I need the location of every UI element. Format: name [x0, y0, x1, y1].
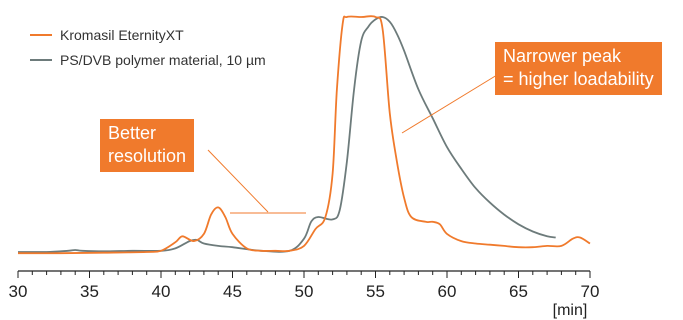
callout-better-resolution-line-1: Better	[108, 123, 157, 143]
callout-better-resolution: Better resolution	[100, 119, 195, 172]
x-tick-label: 60	[438, 282, 457, 301]
callout-narrower-peak-line-1: Narrower peak	[503, 46, 622, 66]
callout-better-resolution-line-2: resolution	[108, 146, 187, 166]
x-tick-label: 30	[9, 282, 28, 301]
series-layer	[17, 15, 591, 255]
x-tick-label: 35	[80, 282, 99, 301]
x-axis-title: [min]	[553, 302, 588, 319]
x-tick-label: 40	[152, 282, 171, 301]
legend: Kromasil EternityXT PS/DVB polymer mater…	[30, 27, 266, 68]
x-tick-label: 70	[581, 282, 600, 301]
callout-narrower-peak: Narrower peak = higher loadability	[495, 42, 662, 95]
connector-loadability	[401, 74, 498, 134]
x-tick-label: 65	[509, 282, 528, 301]
x-tick-label: 55	[366, 282, 385, 301]
legend-label-psdvb: PS/DVB polymer material, 10 µm	[60, 52, 266, 68]
callout-narrower-peak-line-2: = higher loadability	[503, 69, 654, 89]
connector-resolution-a	[207, 149, 269, 213]
x-tick-label: 50	[295, 282, 314, 301]
x-tick-label: 45	[223, 282, 242, 301]
callout-connectors	[207, 74, 498, 214]
series-line-kromasil	[17, 15, 591, 255]
series-line-psdvb	[17, 16, 556, 253]
legend-label-kromasil: Kromasil EternityXT	[60, 27, 184, 43]
x-axis: 30 35 40 45 50 55 60 65 70	[9, 270, 600, 301]
